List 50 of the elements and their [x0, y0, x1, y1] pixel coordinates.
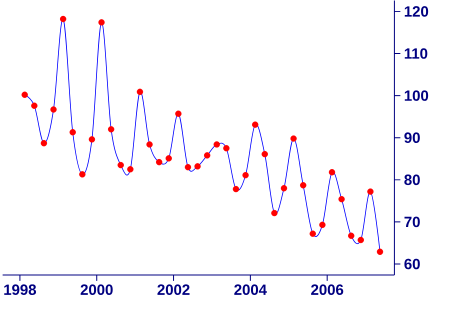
point [40, 140, 48, 147]
x-tick-label: 2000 [80, 284, 113, 296]
point [271, 210, 278, 216]
point [156, 159, 162, 166]
x-tick-label: 2002 [157, 284, 190, 296]
point [127, 166, 134, 173]
point [22, 92, 28, 98]
point [166, 155, 172, 162]
point [242, 172, 249, 179]
y-tick-label: 80 [404, 174, 420, 186]
x-tick-label: 2004 [234, 284, 267, 296]
point [194, 163, 201, 170]
point [367, 188, 374, 195]
point [328, 169, 336, 176]
point [118, 162, 124, 168]
point [358, 236, 364, 244]
point [280, 185, 288, 192]
point [136, 88, 144, 96]
point [50, 106, 57, 113]
y-tick-label: 60 [404, 258, 420, 270]
point [348, 232, 354, 240]
point [252, 122, 258, 128]
point [338, 196, 345, 203]
x-tick-label: 2006 [311, 284, 344, 296]
point [79, 171, 86, 178]
y-tick-label: 90 [404, 132, 420, 144]
point [376, 248, 384, 256]
point [204, 152, 210, 159]
point [300, 182, 306, 189]
point [262, 151, 268, 158]
point [310, 230, 316, 238]
point [232, 186, 240, 192]
y-tick-label: 70 [404, 216, 420, 228]
point [88, 136, 96, 143]
point [98, 19, 105, 26]
point [108, 126, 114, 133]
point [223, 145, 230, 152]
point [214, 141, 220, 148]
point [175, 110, 182, 118]
point [70, 129, 76, 136]
y-tick-label: 110 [404, 48, 428, 59]
point [319, 222, 326, 228]
point [31, 102, 38, 110]
y-tick-label: 120 [404, 6, 428, 17]
point [184, 164, 192, 171]
x-tick-label: 1998 [4, 284, 36, 296]
point [290, 136, 297, 142]
point [146, 141, 153, 148]
y-tick-label: 100 [404, 90, 428, 102]
point [60, 16, 66, 22]
